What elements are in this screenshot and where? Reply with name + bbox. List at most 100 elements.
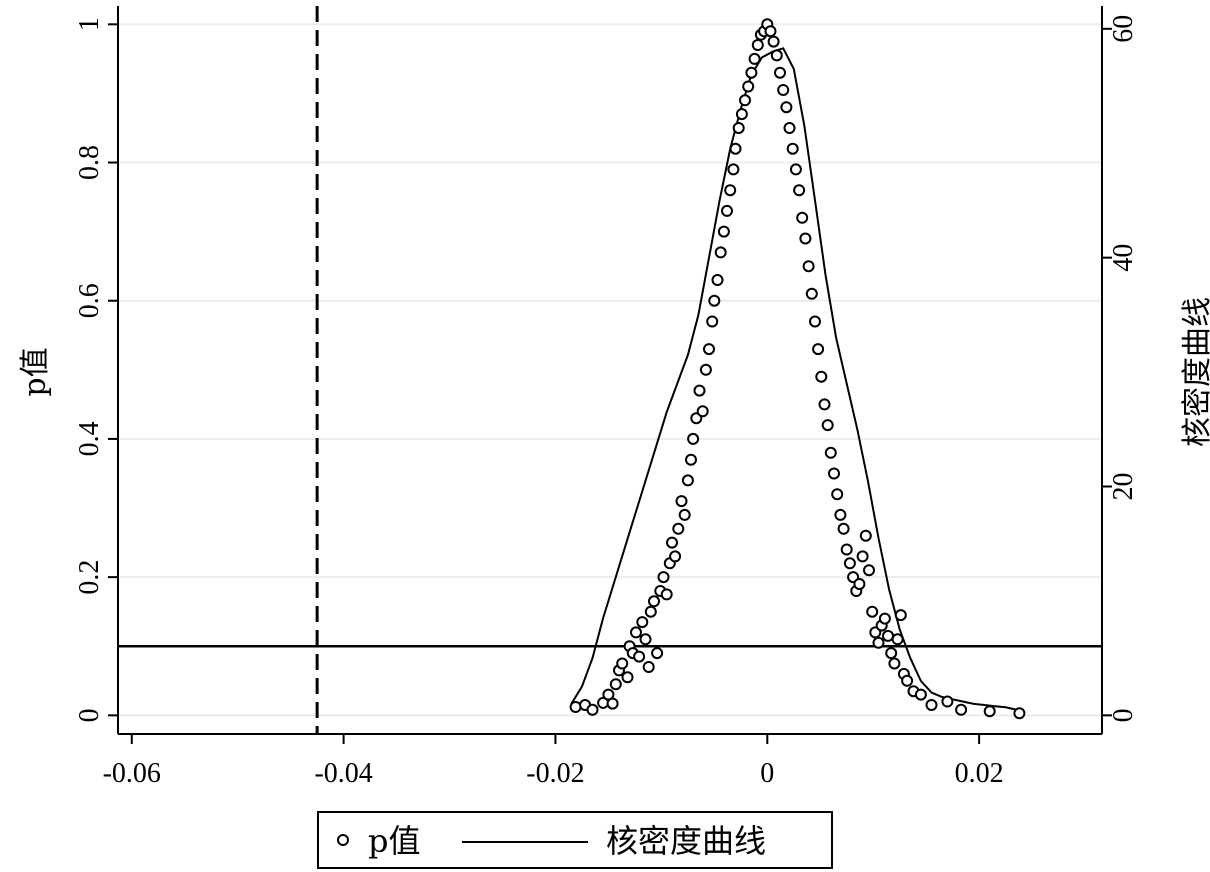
pvalue-point-60 bbox=[777, 84, 790, 96]
pvalue-point-12 bbox=[630, 626, 642, 639]
pvalue-point-36 bbox=[703, 343, 715, 356]
pvalue-point-0 bbox=[569, 701, 582, 713]
pvalue-point-69 bbox=[805, 287, 818, 300]
pvalue-point-61 bbox=[780, 101, 793, 114]
reference-lines bbox=[118, 6, 1102, 734]
kde-curve bbox=[570, 47, 1017, 711]
pvalue-point-71 bbox=[812, 343, 825, 356]
pvalue-point-31 bbox=[687, 432, 700, 445]
pvalue-point-87 bbox=[863, 564, 875, 577]
pvalue-point-42 bbox=[721, 204, 733, 217]
pvalue-point-22 bbox=[660, 588, 673, 601]
y-right-tick-label-2: 40 bbox=[1108, 244, 1139, 272]
pvalue-point-62 bbox=[783, 122, 796, 134]
pvalue-point-26 bbox=[672, 522, 685, 535]
pvalue-point-38 bbox=[708, 294, 721, 307]
legend-label-pvalue: p值 bbox=[368, 822, 421, 860]
pvalue-point-72 bbox=[815, 370, 828, 383]
pvalue-point-48 bbox=[739, 94, 751, 107]
pvalue-point-68 bbox=[802, 260, 815, 273]
pvalue-point-40 bbox=[714, 246, 727, 259]
pvalue-point-29 bbox=[681, 474, 694, 487]
pvalue-point-44 bbox=[727, 163, 740, 176]
pvalue-point-79 bbox=[837, 522, 850, 535]
pvalue-point-24 bbox=[666, 536, 678, 549]
pvalue-point-45 bbox=[729, 142, 742, 155]
pvalue-point-70 bbox=[809, 315, 821, 328]
pvalue-point-84 bbox=[853, 578, 866, 590]
pvalue-point-18 bbox=[648, 595, 660, 608]
pvalue-point-52 bbox=[751, 39, 764, 51]
pvalue-point-77 bbox=[831, 488, 844, 501]
x-tick-label-1: -0.04 bbox=[314, 758, 372, 789]
pvalue-point-102 bbox=[925, 699, 938, 711]
pvalue-point-14 bbox=[636, 616, 649, 629]
pvalue-point-95 bbox=[888, 657, 901, 670]
pvalue-point-81 bbox=[843, 557, 856, 570]
tick-labels: -0.06 -0.04 -0.02 0 0.02 0 0.2 0.4 0.6 0.8 1 0 20 40 6… bbox=[74, 15, 1139, 789]
pvalue-point-59 bbox=[774, 66, 786, 79]
pvalue-point-57 bbox=[767, 35, 780, 48]
pvalue-point-50 bbox=[745, 66, 758, 79]
pvalue-point-25 bbox=[669, 550, 682, 563]
pvalue-point-73 bbox=[818, 398, 831, 411]
pvalue-point-51 bbox=[748, 52, 761, 65]
legend-marker-pvalue bbox=[337, 834, 349, 846]
y-right-tick-label-0: 0 bbox=[1108, 708, 1139, 722]
pvalue-point-8 bbox=[616, 657, 629, 670]
pvalue-point-85 bbox=[856, 550, 869, 563]
y-right-axis-title: 核密度曲线 bbox=[1180, 297, 1210, 447]
pvalue-point-13 bbox=[633, 650, 646, 663]
y-left-tick-label-2: 0.4 bbox=[74, 421, 105, 456]
y-right-tick-label-1: 20 bbox=[1108, 472, 1139, 500]
pvalue-point-104 bbox=[955, 703, 968, 716]
pvalue-point-49 bbox=[742, 80, 755, 93]
y-left-axis-title: p值 bbox=[18, 347, 53, 396]
pvalue-point-74 bbox=[821, 419, 834, 432]
pvalue-point-65 bbox=[793, 184, 806, 197]
pvalue-point-88 bbox=[866, 605, 879, 618]
pvalue-point-33 bbox=[693, 384, 706, 397]
y-left-tick-label-4: 0.8 bbox=[74, 145, 105, 180]
pvalue-point-80 bbox=[840, 543, 853, 556]
y-left-tick-label-5: 1 bbox=[74, 17, 105, 31]
x-tick-label-4: 0.02 bbox=[955, 758, 1004, 789]
pvalue-points bbox=[569, 18, 1026, 720]
pvalue-point-19 bbox=[651, 647, 664, 660]
pvalue-point-37 bbox=[706, 315, 719, 328]
legend-label-kde: 核密度曲线 bbox=[606, 822, 766, 860]
pvalue-point-46 bbox=[732, 122, 745, 134]
x-tick-label-0: -0.06 bbox=[103, 758, 161, 789]
pvalue-point-101 bbox=[914, 688, 927, 701]
pvalue-point-78 bbox=[834, 508, 847, 521]
pvalue-point-75 bbox=[824, 446, 837, 459]
pvalue-point-92 bbox=[878, 612, 891, 625]
pvalue-point-76 bbox=[828, 467, 840, 480]
pvalue-point-21 bbox=[657, 571, 670, 584]
y-right-tick-label-3: 60 bbox=[1108, 15, 1139, 43]
pvalue-point-6 bbox=[609, 678, 622, 691]
pvalue-point-67 bbox=[799, 232, 812, 245]
pvalue-point-35 bbox=[699, 363, 712, 376]
pvalue-point-9 bbox=[621, 671, 634, 684]
axes bbox=[108, 6, 1112, 744]
kde-line bbox=[570, 47, 1017, 711]
pvalue-point-58 bbox=[770, 49, 783, 62]
pvalue-point-103 bbox=[941, 695, 954, 708]
pvalue-point-41 bbox=[717, 225, 730, 238]
pvalue-point-106 bbox=[1013, 707, 1026, 720]
pvalue-point-63 bbox=[786, 142, 799, 155]
y-left-tick-label-0: 0 bbox=[74, 708, 105, 722]
pvalue-point-28 bbox=[678, 508, 691, 521]
pvalue-point-34 bbox=[696, 405, 709, 418]
pvalue-point-16 bbox=[642, 661, 655, 673]
pvalue-point-86 bbox=[859, 529, 872, 542]
pvalue-point-97 bbox=[894, 609, 907, 622]
pvalue-point-30 bbox=[685, 453, 697, 466]
pvalue-point-39 bbox=[711, 274, 724, 286]
pvalue-point-17 bbox=[644, 605, 657, 618]
pvalue-point-93 bbox=[882, 629, 894, 642]
pvalue-point-66 bbox=[796, 211, 809, 224]
pvalue-point-56 bbox=[764, 25, 777, 38]
